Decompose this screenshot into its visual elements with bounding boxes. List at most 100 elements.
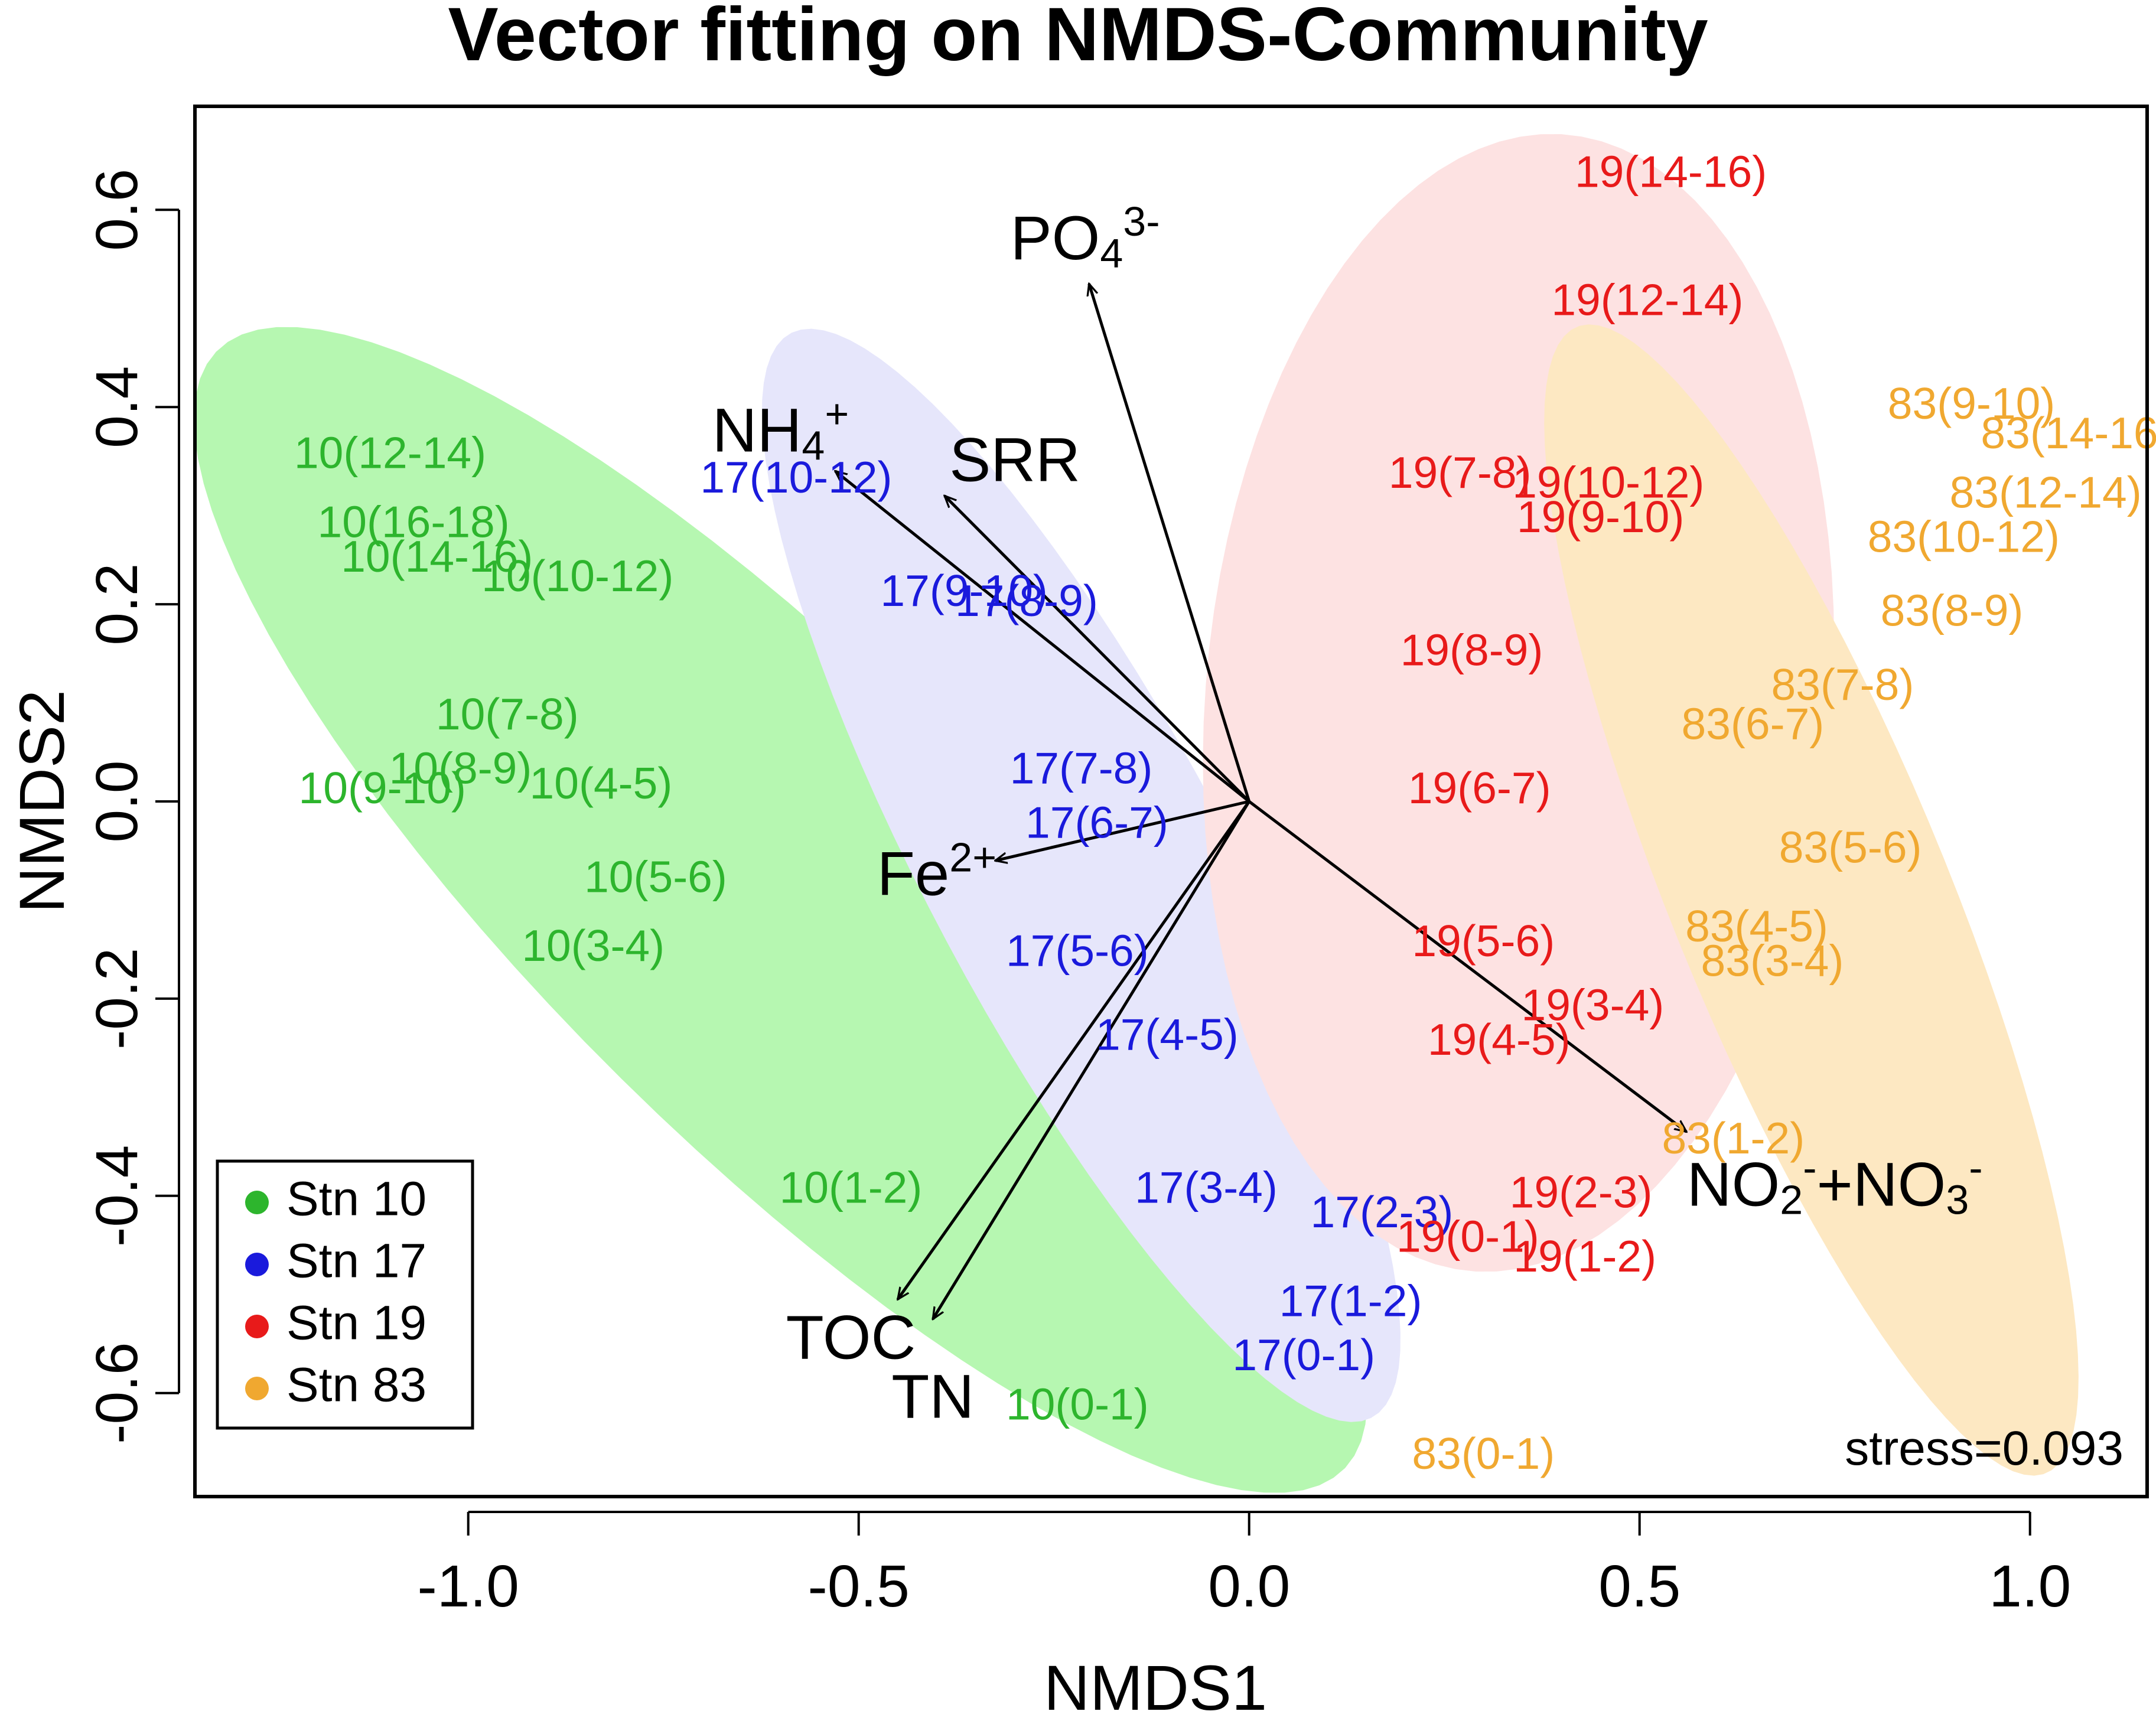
point-83(4-5): 83(4-5) (1685, 901, 1828, 951)
point-19(2-3): 19(2-3) (1510, 1168, 1653, 1217)
y-axis: -0.6 -0.4 -0.2 0.0 0.2 0.4 0.6 (84, 169, 180, 1444)
y-tick-label: -0.6 (84, 1342, 150, 1444)
point-10(5-6): 10(5-6) (584, 852, 727, 901)
point-19(5-6): 19(5-6) (1412, 916, 1555, 966)
vector-arrow-2 (945, 496, 1250, 803)
vector-label-base2: +NO (1817, 1150, 1946, 1219)
vector-label-base: PO (1011, 204, 1100, 273)
point-17(9-10): 17(9-10) (880, 566, 1047, 615)
point-10(4-5): 10(4-5) (530, 758, 673, 808)
point-17(10-12): 17(10-12) (700, 452, 892, 502)
point-10(14-16): 10(14-16) (341, 532, 533, 581)
point-17(3-4): 17(3-4) (1135, 1162, 1278, 1212)
vector-label-sub: 4 (1100, 230, 1123, 276)
legend-marker-stn-10 (245, 1191, 269, 1214)
point-83(14-16): 83(14-16) (1981, 408, 2156, 458)
x-tick-label: -1.0 (418, 1553, 519, 1619)
y-tick-label: 0.6 (84, 169, 150, 251)
vector-label-sup: 3- (1123, 198, 1160, 245)
x-axis-title: NMDS1 (1044, 1652, 1267, 1721)
point-19(6-7): 19(6-7) (1408, 763, 1551, 813)
point-17(2-3): 17(2-3) (1311, 1187, 1454, 1237)
point-83(6-7): 83(6-7) (1681, 699, 1824, 749)
point-10(8-9): 10(8-9) (389, 744, 532, 793)
point-83(8-9): 83(8-9) (1881, 586, 2024, 635)
ellipse-stn-10 (194, 327, 1367, 1493)
point-19(0-1): 19(0-1) (1396, 1212, 1539, 1262)
ellipse-stn-83 (1544, 324, 2079, 1476)
vector-label-base: NH (712, 396, 802, 465)
vector-label-base: SRR (949, 425, 1080, 494)
plot-frame (193, 105, 2149, 1498)
point-83(5-6): 83(5-6) (1779, 822, 1922, 872)
legend-marker-stn-19 (245, 1315, 269, 1338)
vector-label-sub2: 3 (1946, 1176, 1969, 1223)
point-19(10-12): 19(10-12) (1512, 458, 1704, 507)
point-10(10-12): 10(10-12) (481, 551, 673, 601)
point-10(7-8): 10(7-8) (436, 689, 579, 739)
point-19(3-4): 19(3-4) (1521, 980, 1664, 1029)
vector-label-sup: - (1803, 1145, 1816, 1191)
vector-arrow-5 (932, 800, 1250, 1319)
vector-arrow-3 (995, 800, 1250, 860)
legend-marker-stn-83 (245, 1377, 269, 1400)
x-tick-label: 1.0 (1989, 1553, 2071, 1619)
point-19(14-16): 19(14-16) (1575, 147, 1767, 197)
x-tick-label: 0.5 (1598, 1553, 1680, 1619)
site-labels: 10(12-14) 10(16-18)10(14-16)10(10-12) 10(7… (294, 147, 2156, 1478)
legend-label-stn-19: Stn 19 (286, 1296, 426, 1350)
y-tick-label: -0.4 (84, 1145, 150, 1247)
group-ellipses (194, 134, 2079, 1493)
y-tick-label: 0.4 (84, 366, 150, 448)
vector-arrow-1 (835, 471, 1250, 803)
x-axis: -1.0 -0.5 0.0 0.5 1.0 (418, 1511, 2071, 1619)
vector-arrow-0 (1089, 284, 1251, 802)
point-19(4-5): 19(4-5) (1428, 1015, 1571, 1064)
vector-label-sub: 4 (802, 422, 825, 468)
vector-arrow-4 (898, 800, 1250, 1299)
vector-label-5: TN (891, 1362, 974, 1431)
point-17(0-1): 17(0-1) (1232, 1330, 1375, 1380)
point-19(8-9): 19(8-9) (1401, 625, 1543, 674)
vector-label-6: NO2-+NO3- (1687, 1145, 1983, 1223)
point-17(4-5): 17(4-5) (1096, 1009, 1239, 1059)
vector-label-base: NO (1687, 1150, 1780, 1219)
vector-label-0: PO43- (1011, 198, 1160, 276)
point-83(7-8): 83(7-8) (1771, 660, 1914, 709)
point-17(7-8): 17(7-8) (1010, 744, 1153, 793)
y-tick-label: 0.0 (84, 760, 150, 842)
vector-label-sup: + (825, 390, 849, 436)
y-tick-label: -0.2 (84, 948, 150, 1049)
legend-marker-stn-17 (245, 1253, 269, 1276)
x-tick-label: 0.0 (1208, 1553, 1290, 1619)
legend-label-stn-17: Stn 17 (286, 1234, 426, 1288)
vector-label-3: Fe2+ (877, 835, 996, 909)
y-axis-title: NMDS2 (6, 690, 77, 913)
point-83(10-12): 83(10-12) (1868, 511, 2060, 561)
point-10(9-10): 10(9-10) (299, 763, 466, 813)
vector-label-sub: 2 (1780, 1176, 1803, 1223)
vector-label-4: TOC (786, 1303, 916, 1372)
point-19(7-8): 19(7-8) (1389, 448, 1532, 497)
legend-label-stn-10: Stn 10 (286, 1172, 426, 1226)
point-10(3-4): 10(3-4) (522, 921, 665, 970)
legend: Stn 10 Stn 17 Stn 19 Stn 83 (216, 1159, 474, 1430)
ellipse-stn-17 (762, 328, 1401, 1422)
y-tick-label: 0.2 (84, 563, 150, 646)
vector-label-sup: 2+ (949, 835, 996, 881)
point-10(1-2): 10(1-2) (780, 1162, 923, 1212)
point-83(12-14): 83(12-14) (1950, 467, 2142, 517)
vector-label-base: TOC (786, 1303, 916, 1372)
point-10(16-18): 10(16-18) (318, 497, 510, 546)
point-19(12-14): 19(12-14) (1551, 275, 1743, 325)
x-tick-label: -0.5 (808, 1553, 910, 1619)
point-17(1-2): 17(1-2) (1279, 1276, 1422, 1325)
vector-label-1: NH4+ (712, 390, 849, 468)
point-19(9-10): 19(9-10) (1517, 492, 1684, 542)
vector-label-base: TN (891, 1362, 974, 1431)
point-17(8-9): 17(8-9) (955, 576, 1098, 625)
vector-label-sup2: - (1969, 1145, 1982, 1191)
point-10(0-1): 10(0-1) (1006, 1380, 1149, 1429)
